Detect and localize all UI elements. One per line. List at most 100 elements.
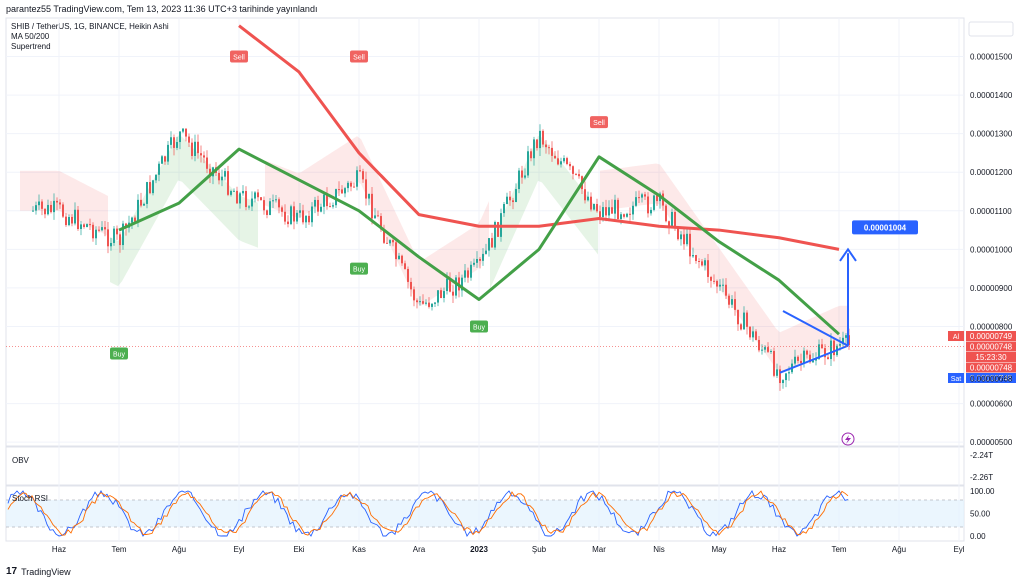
legend-symbol: SHIB / TetherUS, 1G, BINANCE, Heikin Ash… bbox=[11, 22, 169, 31]
signal-sell-badge bbox=[350, 50, 368, 63]
y-tick-label: 0.00001100 bbox=[970, 207, 1012, 216]
candle-body bbox=[455, 277, 457, 296]
ma200-line bbox=[238, 24, 840, 251]
candle-body bbox=[446, 278, 448, 292]
signal-label: Sell bbox=[233, 55, 245, 62]
candle-body bbox=[779, 369, 781, 384]
candle-body bbox=[572, 166, 574, 174]
candle-body bbox=[98, 229, 100, 231]
candle-body bbox=[587, 196, 589, 201]
candle-body bbox=[38, 201, 40, 206]
price-badge-side bbox=[948, 373, 964, 383]
candle-body bbox=[398, 255, 400, 260]
candle-body bbox=[464, 270, 466, 278]
candle-body bbox=[593, 203, 595, 210]
candle-body bbox=[335, 189, 337, 206]
candle-body bbox=[467, 270, 469, 278]
candle-body bbox=[443, 291, 445, 298]
x-tick-label: Ara bbox=[413, 545, 426, 554]
y-tick-label: 0.00001400 bbox=[970, 91, 1013, 100]
candle-body bbox=[56, 200, 58, 203]
candle-body bbox=[314, 199, 316, 207]
candle-body bbox=[296, 212, 298, 222]
y-tick-label: 0.00000600 bbox=[970, 400, 1013, 409]
price-badge-value: 15:23:30 bbox=[975, 353, 1007, 362]
candle-body bbox=[734, 299, 736, 310]
candle-body bbox=[239, 193, 241, 204]
candle-body bbox=[155, 174, 157, 181]
candle-body bbox=[563, 158, 565, 162]
candle-body bbox=[566, 158, 568, 164]
candle-body bbox=[386, 242, 388, 244]
candle-body bbox=[320, 206, 322, 212]
target-label: 0.00001004 bbox=[864, 223, 907, 232]
candle-body bbox=[833, 340, 835, 356]
price-badge-value: 0.00000748 bbox=[970, 374, 1013, 383]
price-badge-value: 0.00000748 bbox=[970, 364, 1013, 373]
candle-body bbox=[488, 238, 490, 251]
candle-body bbox=[47, 204, 49, 215]
price-badge-side bbox=[948, 331, 964, 341]
signal-label: Buy bbox=[473, 324, 486, 331]
obv-tick-label: -2.24T bbox=[970, 451, 993, 460]
stoch-tick-label: 100.00 bbox=[970, 487, 995, 496]
signal-sell-badge bbox=[590, 116, 608, 129]
candle-body bbox=[146, 182, 148, 204]
candle-body bbox=[716, 280, 718, 287]
price-badge-value: 0.00000749 bbox=[970, 332, 1013, 341]
candle-body bbox=[287, 221, 289, 225]
candle-body bbox=[623, 214, 625, 217]
x-tick-label: Tem bbox=[831, 545, 846, 554]
candle-body bbox=[803, 350, 805, 364]
candle-body bbox=[164, 156, 166, 162]
candle-body bbox=[548, 147, 550, 149]
candle-body bbox=[746, 312, 748, 327]
candle-body bbox=[359, 170, 361, 172]
supertrend-fill bbox=[265, 136, 489, 306]
signal-buy-badge bbox=[110, 347, 128, 360]
stoch-tick-label: 50.00 bbox=[970, 510, 991, 519]
candle-body bbox=[761, 349, 763, 351]
candle-body bbox=[689, 233, 691, 257]
candle-body bbox=[167, 144, 169, 162]
candle-body bbox=[107, 229, 109, 247]
price-badge bbox=[966, 352, 1016, 362]
target-arrow-head bbox=[839, 247, 857, 262]
supertrend-fill bbox=[20, 170, 108, 236]
candle-body bbox=[521, 170, 523, 178]
candle-body bbox=[419, 301, 421, 303]
candle-body bbox=[209, 168, 211, 177]
candle-body bbox=[119, 234, 121, 246]
candle-body bbox=[341, 189, 343, 194]
candle-body bbox=[725, 284, 727, 296]
candle-body bbox=[557, 158, 559, 165]
x-tick-label: Haz bbox=[772, 545, 786, 554]
candle-body bbox=[728, 295, 730, 305]
candle-body bbox=[569, 163, 571, 167]
candle-body bbox=[245, 191, 247, 208]
candle-body bbox=[224, 171, 226, 177]
candle-body bbox=[410, 281, 412, 290]
candle-body bbox=[266, 210, 268, 215]
footer-brand: TradingView bbox=[21, 567, 71, 577]
candle-body bbox=[482, 253, 484, 261]
candle-body bbox=[62, 204, 64, 217]
price-badge bbox=[966, 341, 1016, 352]
stoch-pane-label: Stoch RSI bbox=[12, 494, 49, 503]
price-badge bbox=[966, 373, 1016, 383]
stoch-d-line bbox=[7, 490, 849, 536]
candle-body bbox=[416, 300, 418, 303]
candle-body bbox=[782, 380, 784, 384]
candle-body bbox=[830, 340, 832, 360]
candle-body bbox=[530, 151, 532, 159]
candle-body bbox=[626, 213, 628, 217]
candle-body bbox=[182, 128, 184, 132]
candle-body bbox=[59, 202, 61, 205]
candle-body bbox=[536, 139, 538, 149]
candle-body bbox=[143, 203, 145, 206]
candle-body bbox=[620, 214, 622, 219]
stoch-band bbox=[6, 500, 964, 527]
candle-body bbox=[506, 196, 508, 205]
candle-body bbox=[134, 217, 136, 222]
